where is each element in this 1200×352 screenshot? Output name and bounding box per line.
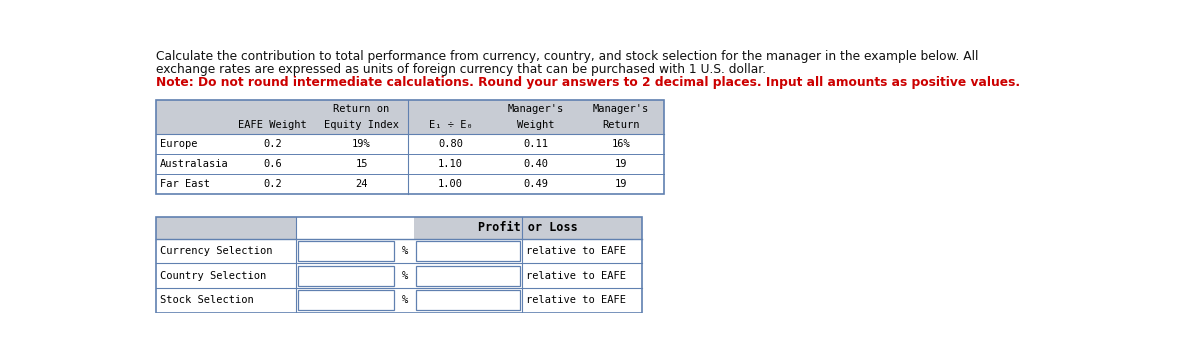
Text: %: % [402,295,408,305]
Text: 15: 15 [355,159,368,169]
Text: 19: 19 [614,159,628,169]
Text: EAFE Weight: EAFE Weight [238,120,307,130]
Text: Far East: Far East [160,179,210,189]
Text: Stock Selection: Stock Selection [160,295,254,305]
Text: 24: 24 [355,179,368,189]
Text: Currency Selection: Currency Selection [160,246,272,256]
Text: 0.80: 0.80 [438,139,463,149]
Text: Calculate the contribution to total performance from currency, country, and stoc: Calculate the contribution to total perf… [156,50,978,63]
Text: 0.49: 0.49 [523,179,548,189]
Text: relative to EAFE: relative to EAFE [526,295,626,305]
Text: relative to EAFE: relative to EAFE [526,271,626,281]
Text: Australasia: Australasia [160,159,229,169]
Text: %: % [402,271,408,281]
Text: Weight: Weight [517,120,554,130]
Text: E₁ ÷ E₀: E₁ ÷ E₀ [428,120,473,130]
Text: Return: Return [602,120,640,130]
Bar [156,100,664,194]
Text: 0.2: 0.2 [263,139,282,149]
Text: Manager's: Manager's [508,104,564,114]
Bar [416,290,520,310]
Bar [416,241,520,261]
Text: relative to EAFE: relative to EAFE [526,246,626,256]
Bar [156,217,642,313]
Text: Equity Index: Equity Index [324,120,400,130]
Text: exchange rates are expressed as units of foreign currency that can be purchased : exchange rates are expressed as units of… [156,63,767,76]
Bar [156,217,295,239]
Text: 19: 19 [614,179,628,189]
Text: 16%: 16% [612,139,630,149]
Text: Note: Do not round intermediate calculations. Round your answers to 2 decimal pl: Note: Do not round intermediate calculat… [156,76,1020,89]
Text: 19%: 19% [353,139,371,149]
Text: Country Selection: Country Selection [160,271,266,281]
Text: Manager's: Manager's [593,104,649,114]
Bar [298,265,394,285]
Text: 0.2: 0.2 [263,179,282,189]
Text: Profit or Loss: Profit or Loss [478,221,577,234]
Text: 0.6: 0.6 [263,159,282,169]
Text: 1.00: 1.00 [438,179,463,189]
Bar [298,290,394,310]
Bar [298,241,394,261]
Text: 0.11: 0.11 [523,139,548,149]
Text: Return on: Return on [334,104,390,114]
Bar [414,217,642,239]
Bar [416,265,520,285]
Bar [156,100,664,134]
Text: 1.10: 1.10 [438,159,463,169]
Text: Europe: Europe [160,139,198,149]
Text: %: % [402,246,408,256]
Text: 0.40: 0.40 [523,159,548,169]
